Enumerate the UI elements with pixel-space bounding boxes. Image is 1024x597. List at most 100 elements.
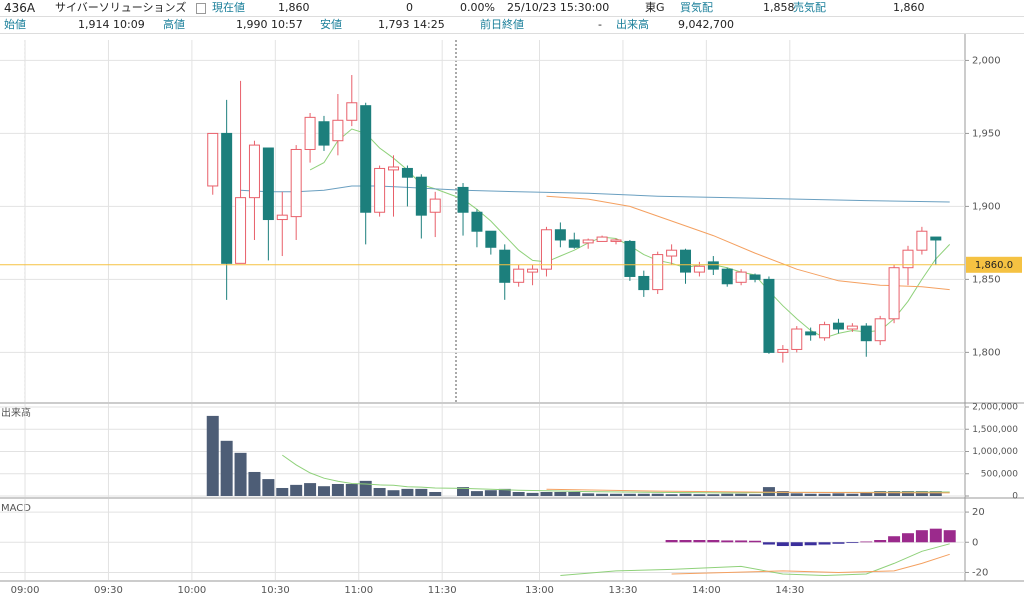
candle-body xyxy=(374,167,386,213)
value: 東G xyxy=(645,1,665,14)
value: 1,990 10:57 xyxy=(236,18,303,31)
candle-body xyxy=(346,102,358,121)
label: 高値 xyxy=(163,18,185,31)
volume-bar xyxy=(693,494,706,496)
code: 436A xyxy=(4,1,36,15)
volume-bar xyxy=(206,415,219,496)
volume-bar xyxy=(790,493,803,496)
header-row xyxy=(0,17,1024,34)
candle-body xyxy=(290,148,302,218)
volume-bar xyxy=(915,491,928,496)
candle-body xyxy=(680,249,692,273)
candle-body xyxy=(401,167,413,178)
macd-bar xyxy=(860,541,873,543)
label: 現在値 xyxy=(212,1,245,14)
macd-bar xyxy=(915,530,928,543)
candle-body xyxy=(415,176,427,216)
y-tick-label: 0 xyxy=(1012,492,1018,502)
y-tick-label: 1,900 xyxy=(972,201,1001,212)
candle-body xyxy=(763,278,775,353)
volume-bar xyxy=(637,493,650,496)
value: 1,860 xyxy=(278,1,310,14)
x-tick-label: 13:00 xyxy=(525,585,554,596)
candle-body xyxy=(596,236,608,242)
volume-bar xyxy=(304,483,317,496)
y-tick-label: 1,800 xyxy=(972,347,1001,358)
value: 1,914 10:09 xyxy=(78,18,145,31)
value: 0.00% xyxy=(460,1,495,14)
volume-bar xyxy=(596,493,609,496)
volume-bar xyxy=(735,493,748,496)
candle-body xyxy=(457,186,469,213)
macd-bar xyxy=(762,542,775,545)
macd-bar xyxy=(665,540,678,543)
candle-body xyxy=(749,274,761,280)
volume-bar xyxy=(679,493,692,496)
macd-bar xyxy=(679,540,692,543)
volume-bar xyxy=(387,490,400,496)
macd-bar xyxy=(818,542,831,545)
candle-body xyxy=(235,197,247,264)
volume-bar xyxy=(498,488,511,496)
macd-bar xyxy=(776,542,789,547)
candle-body xyxy=(527,268,539,273)
macd-bar xyxy=(943,530,956,543)
volume-bar xyxy=(484,490,497,496)
volume-bar xyxy=(804,493,817,496)
label: 始値 xyxy=(4,18,26,31)
candle-body xyxy=(540,229,552,270)
candle-body xyxy=(429,198,441,213)
panel-label: 出来高 xyxy=(1,406,31,419)
volume-bar xyxy=(665,494,678,496)
candle-body xyxy=(777,348,789,353)
volume-bar xyxy=(749,494,762,496)
volume-bar xyxy=(248,471,261,496)
volume-bar xyxy=(846,493,859,496)
candle-body xyxy=(610,239,622,242)
candle-body xyxy=(276,214,288,221)
volume-bar xyxy=(609,493,622,496)
candle-body xyxy=(360,105,372,213)
volume-bar xyxy=(470,491,483,496)
volume-bar xyxy=(290,484,303,496)
label: 出来高 xyxy=(616,18,649,31)
y-tick-label: 500,000 xyxy=(981,469,1018,479)
candle-body xyxy=(318,121,330,146)
volume-bar xyxy=(929,491,942,496)
candle-body xyxy=(638,275,650,291)
icon[interactable] xyxy=(196,3,206,14)
volume-bar xyxy=(860,491,873,496)
volume-bar xyxy=(220,440,233,496)
y-tick-label: 1,000,000 xyxy=(972,447,1018,457)
candle-body xyxy=(916,230,928,251)
candle-body xyxy=(304,116,316,150)
volume-bar xyxy=(901,491,914,496)
value: 9,042,700 xyxy=(678,18,734,31)
volume-bar xyxy=(512,491,525,496)
macd-bar xyxy=(832,542,845,544)
value: 1,793 14:25 xyxy=(378,18,445,31)
volume-bar xyxy=(373,487,386,496)
candle-body xyxy=(805,331,817,336)
value: 0 xyxy=(406,1,413,14)
macd-bar xyxy=(790,542,803,547)
volume-bar xyxy=(888,491,901,496)
volume-bar xyxy=(568,491,581,496)
volume-bar xyxy=(623,493,636,496)
macd-bar xyxy=(749,540,762,543)
volume-bar xyxy=(401,488,414,496)
volume-bar xyxy=(317,486,330,496)
x-tick-label: 11:00 xyxy=(344,585,373,596)
volume-bar xyxy=(415,488,428,496)
x-tick-label: 10:00 xyxy=(177,585,206,596)
volume-bar xyxy=(276,487,289,496)
volume-bar xyxy=(526,492,539,496)
macd-bar xyxy=(888,536,901,543)
candle-body xyxy=(735,271,747,283)
volume-bar xyxy=(262,479,275,496)
indicator-line xyxy=(671,553,950,575)
candle-body xyxy=(388,166,400,171)
volume-bar xyxy=(540,491,553,496)
volume-bar xyxy=(345,483,358,496)
